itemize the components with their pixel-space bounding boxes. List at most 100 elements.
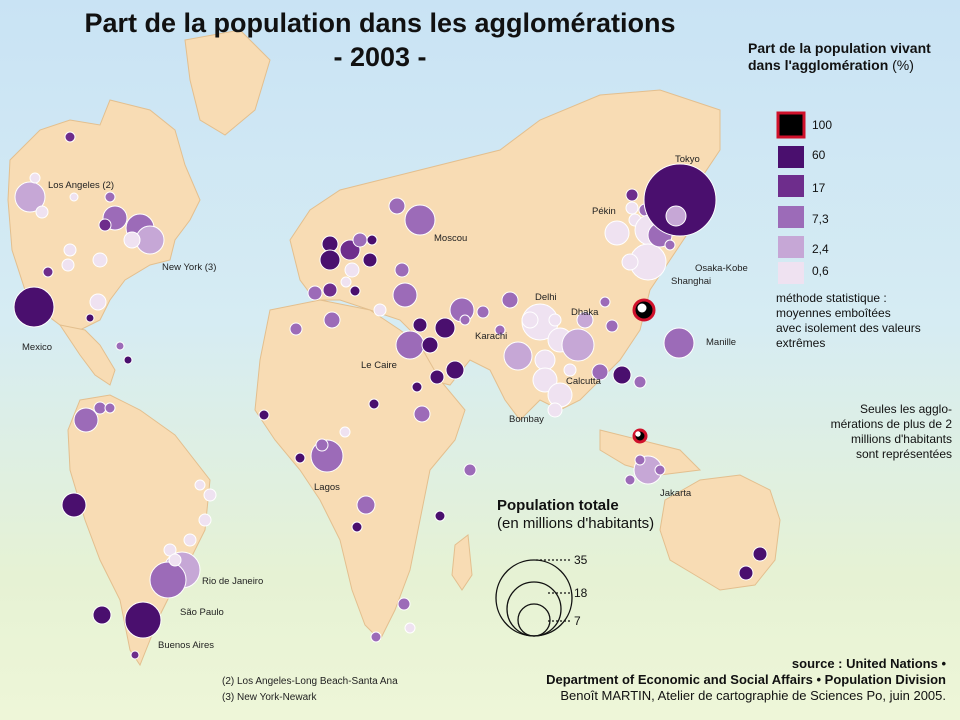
city-circle-highlight bbox=[637, 303, 647, 313]
city-circle bbox=[665, 205, 687, 227]
legend-method-line: méthode statistique : bbox=[776, 291, 887, 305]
city-circle bbox=[349, 285, 361, 297]
legend-value-2-4: 2,4 bbox=[812, 242, 829, 256]
city-circle bbox=[61, 258, 75, 272]
city-circle bbox=[362, 252, 378, 268]
city-label-new-york: New York (3) bbox=[162, 262, 217, 273]
city-label-lagos: Lagos bbox=[314, 482, 340, 493]
city-circle bbox=[404, 622, 416, 634]
city-circle bbox=[339, 426, 351, 438]
legend-value-100: 100 bbox=[812, 118, 833, 132]
city-circle bbox=[434, 317, 456, 339]
city-circle bbox=[434, 510, 446, 522]
city-circle bbox=[664, 239, 676, 251]
city-circle bbox=[183, 533, 197, 547]
city-circle bbox=[476, 305, 490, 319]
city-circle bbox=[366, 234, 378, 246]
city-circle bbox=[463, 463, 477, 477]
source-line-1: source : United Nations • bbox=[791, 656, 946, 671]
city-circle bbox=[373, 303, 387, 317]
city-circle bbox=[494, 324, 506, 336]
city-circle bbox=[521, 311, 539, 329]
legend-threshold-line: sont représentées bbox=[855, 447, 952, 461]
city-circle bbox=[61, 492, 87, 518]
city-label-buenos-aires: Buenos Aires bbox=[158, 640, 214, 651]
swatch-17 bbox=[778, 175, 804, 197]
city-circle bbox=[548, 313, 562, 327]
city-circle bbox=[624, 474, 636, 486]
city-circle bbox=[429, 369, 445, 385]
map-title-line2: - 2003 - bbox=[333, 42, 427, 72]
city-circle bbox=[752, 546, 768, 562]
city-circle bbox=[323, 311, 341, 329]
city-circle bbox=[73, 407, 99, 433]
population-value-35: 35 bbox=[574, 553, 588, 567]
city-label-tokyo: Tokyo bbox=[675, 154, 700, 165]
city-circle bbox=[356, 495, 376, 515]
city-circle bbox=[340, 276, 352, 288]
city-circle bbox=[411, 381, 423, 393]
city-label-shanghai: Shanghai bbox=[671, 276, 712, 287]
city-circle bbox=[315, 438, 329, 452]
city-circle bbox=[388, 197, 406, 215]
legend-value-17: 17 bbox=[812, 181, 826, 195]
city-circle bbox=[168, 553, 182, 567]
city-circle bbox=[307, 285, 323, 301]
indonesia-landmass bbox=[599, 429, 702, 476]
city-label-sao-paulo: São Paulo bbox=[180, 607, 224, 618]
city-circle bbox=[104, 191, 116, 203]
city-circle bbox=[368, 398, 380, 410]
legend-threshold-line: millions d'habitants bbox=[850, 432, 952, 446]
legend-title: Part de la population vivant dans l'aggl… bbox=[748, 40, 931, 74]
population-size-legend bbox=[495, 559, 573, 637]
city-label-pekin: Pékin bbox=[592, 206, 616, 217]
population-legend-title-bold: Population totale bbox=[497, 497, 619, 514]
source-line-3: Benoît MARTIN, Atelier de cartographie d… bbox=[560, 688, 946, 703]
swatch-60 bbox=[778, 146, 804, 168]
city-circle bbox=[643, 163, 717, 237]
city-label-mexico: Mexico bbox=[22, 342, 53, 353]
city-circle bbox=[194, 479, 206, 491]
city-circle bbox=[85, 313, 95, 323]
city-circle bbox=[394, 262, 410, 278]
city-circle bbox=[198, 513, 212, 527]
city-label-jakarta: Jakarta bbox=[660, 488, 692, 499]
australia-landmass bbox=[659, 474, 781, 591]
city-circle bbox=[352, 232, 368, 248]
city-circle bbox=[625, 201, 639, 215]
legend-method-line: avec isolement des valeurs bbox=[776, 321, 921, 335]
legend-value-60: 60 bbox=[812, 148, 826, 162]
legend-title-line1: Part de la population vivant bbox=[748, 40, 931, 56]
city-circle bbox=[397, 597, 411, 611]
central-america-landmass bbox=[58, 324, 116, 386]
city-circle bbox=[621, 253, 639, 271]
city-circle bbox=[149, 561, 187, 599]
city-label-los-angeles: Los Angeles (2) bbox=[48, 180, 115, 191]
city-circle bbox=[532, 367, 558, 393]
population-value-18: 18 bbox=[574, 586, 588, 600]
city-circle bbox=[92, 252, 108, 268]
swatch-7-3 bbox=[778, 206, 804, 228]
city-circle bbox=[459, 314, 471, 326]
legend-threshold-note: Seules les agglo- mérations de plus de 2… bbox=[800, 402, 952, 462]
city-circle bbox=[289, 322, 303, 336]
city-circle bbox=[115, 341, 125, 351]
city-circle bbox=[633, 375, 647, 389]
legend-value-7-3: 7,3 bbox=[812, 212, 829, 226]
city-label-moscou: Moscou bbox=[434, 233, 468, 244]
population-legend-subtitle: (en millions d'habitants) bbox=[497, 515, 655, 532]
city-circle bbox=[503, 341, 533, 371]
city-circle bbox=[13, 286, 55, 328]
size-circle-7 bbox=[517, 603, 551, 637]
city-circle bbox=[395, 330, 425, 360]
city-circle bbox=[35, 205, 49, 219]
city-circle bbox=[344, 262, 360, 278]
swatch-100 bbox=[776, 111, 806, 139]
city-circle bbox=[576, 311, 594, 329]
city-circle bbox=[599, 296, 611, 308]
city-label-manille: Manille bbox=[706, 337, 737, 348]
city-label-calcutta: Calcutta bbox=[566, 376, 601, 387]
city-circle bbox=[547, 402, 563, 418]
city-circles bbox=[13, 131, 768, 660]
city-circle bbox=[634, 454, 646, 466]
